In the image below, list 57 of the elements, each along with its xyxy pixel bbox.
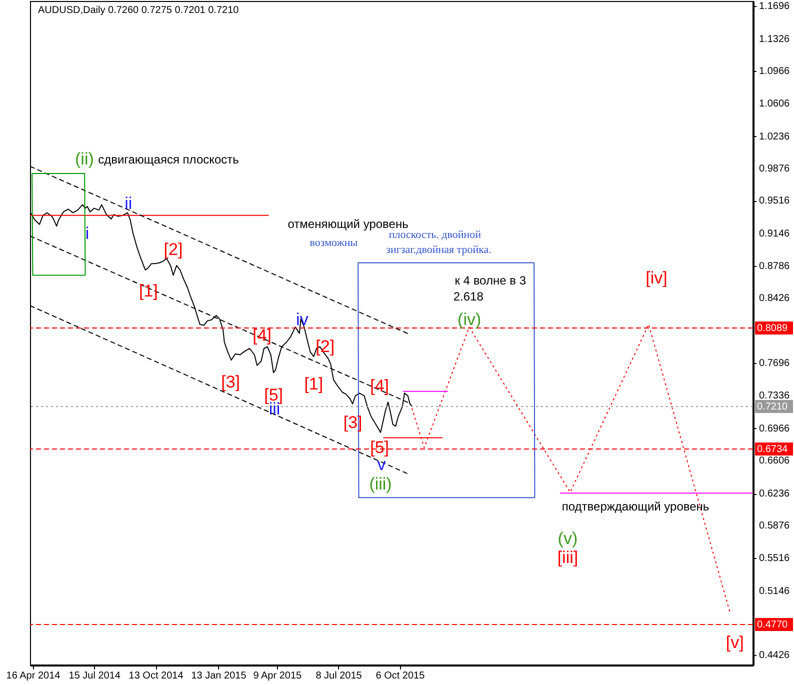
annotation: [iii]: [557, 548, 578, 567]
annotation: отменяющий уровень: [288, 216, 408, 231]
y-tick-label: 0.5146: [759, 586, 790, 597]
x-tick-label: 13 Jan 2015: [191, 670, 247, 682]
ref-line-label: 0.6734: [757, 444, 788, 456]
y-tick-label: 1.0966: [759, 66, 790, 78]
annotation: (iv): [458, 310, 482, 330]
y-tick-label: 0.7336: [759, 390, 790, 402]
x-tick-label: 16 Apr 2014: [6, 670, 61, 682]
ref-line-label: 0.8089: [757, 323, 788, 334]
annotation: [4]: [370, 376, 390, 396]
annotation: возможны: [310, 236, 358, 249]
ref-line-label: 0.4770: [757, 619, 788, 630]
y-tick-label: 0.9516: [759, 196, 790, 207]
annotation: [2]: [316, 336, 335, 356]
annotation: к 4 волне в 3: [454, 273, 526, 288]
y-tick-label: 1.0236: [759, 131, 790, 142]
x-tick-label: 15 Jul 2014: [68, 670, 121, 682]
annotation: iv: [296, 310, 309, 330]
annotation: 2.618: [453, 289, 484, 304]
y-tick-label: 0.8786: [759, 260, 790, 272]
annotation: [3]: [221, 372, 240, 392]
annotation: [5]: [370, 438, 390, 457]
annotation: [iv]: [646, 268, 668, 288]
annotation: [2]: [164, 240, 183, 259]
y-tick-label: 1.1326: [759, 34, 790, 45]
y-tick-label: 0.4426: [759, 650, 790, 662]
annotation: [1]: [304, 374, 324, 394]
chart-title: AUDUSD,Daily 0.7260 0.7275 0.7201 0.7210: [38, 5, 240, 16]
y-tick-label: 0.6236: [759, 488, 790, 500]
x-tick-label: 13 Oct 2014: [128, 670, 184, 682]
y-tick-label: 0.7696: [759, 358, 790, 370]
annotation: плоскость. двойной: [388, 228, 482, 241]
y-tick-label: 1.1696: [759, 0, 790, 12]
annotation: [v]: [726, 633, 744, 652]
annotation: (v): [558, 529, 578, 548]
y-tick-label: 0.9146: [759, 228, 790, 240]
annotation: (ii): [74, 150, 94, 169]
y-tick-label: 1.0606: [759, 98, 790, 110]
y-tick-label: 0.6966: [759, 423, 790, 434]
x-tick-label: 6 Oct 2015: [376, 670, 426, 682]
annotation: зигзаг.двойная тройка.: [386, 244, 492, 256]
annotation: (iii): [369, 474, 392, 494]
annotation: [1]: [138, 281, 158, 300]
ref-line-label: 0.7210: [757, 402, 788, 413]
annotation: [4]: [252, 326, 272, 345]
y-tick-label: 0.6606: [759, 455, 790, 466]
x-tick-label: 8 Jul 2015: [316, 670, 362, 682]
y-tick-label: 0.5516: [759, 552, 790, 564]
annotation: сдвигающаяся плоскость: [98, 152, 239, 167]
x-tick-label: 9 Apr 2015: [253, 670, 302, 682]
annotation: подтверждающий уровень: [562, 499, 710, 514]
annotation: i: [85, 224, 90, 243]
y-tick-label: 0.5876: [759, 520, 790, 532]
y-tick-label: 0.9876: [759, 163, 790, 174]
y-tick-label: 0.8426: [759, 292, 790, 304]
annotation: ii: [124, 194, 132, 214]
